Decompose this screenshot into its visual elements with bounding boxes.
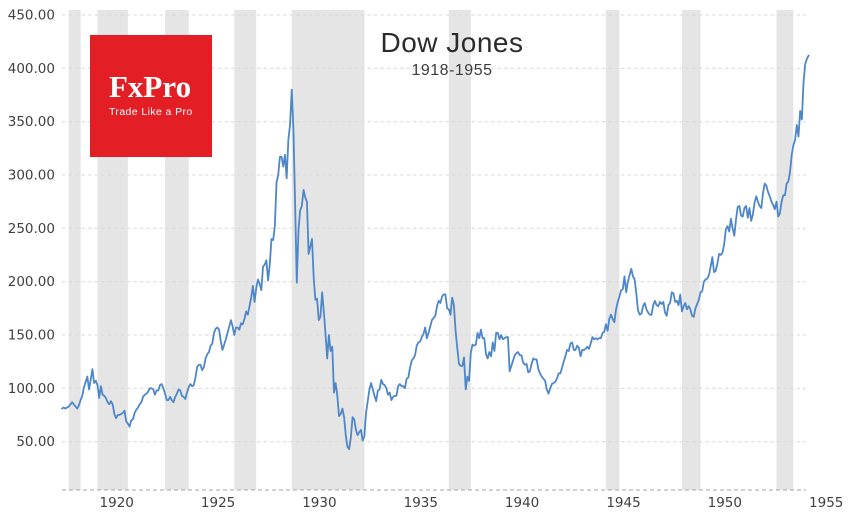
x-axis-labels: 1920 1925 1930 1935 1940 1945 1950 1955 <box>100 495 844 511</box>
fxpro-logo-wordmark: FxPro <box>109 69 192 104</box>
y-tick-label: 350.00 <box>8 114 55 130</box>
y-axis-labels: 450.00 400.00 350.00 300.00 250.00 200.00 150.… <box>8 8 55 451</box>
recession-band <box>234 10 257 490</box>
y-tick-label: 450.00 <box>8 8 55 24</box>
x-tick-label: 1930 <box>302 495 336 511</box>
recession-band <box>605 10 620 490</box>
recession-band <box>291 10 365 490</box>
recession-band <box>68 10 81 490</box>
recession-band <box>776 10 794 490</box>
y-tick-label: 150.00 <box>8 328 55 344</box>
recession-band <box>448 10 471 490</box>
chart-title: Dow Jones <box>380 27 524 58</box>
y-tick-label: 250.00 <box>8 221 55 237</box>
x-tick-label: 1925 <box>201 495 235 511</box>
price-line-group <box>61 54 810 451</box>
y-tick-label: 400.00 <box>8 61 55 77</box>
fxpro-logo: FxPro Trade Like a Pro <box>90 35 212 157</box>
gridlines <box>62 14 806 491</box>
y-tick-label: 100.00 <box>8 381 55 397</box>
chart-subtitle: 1918-1955 <box>411 62 493 79</box>
y-tick-label: 300.00 <box>8 168 55 184</box>
y-tick-label: 50.00 <box>16 434 55 450</box>
price-line <box>61 54 810 451</box>
y-tick-label: 200.00 <box>8 274 55 290</box>
x-tick-label: 1955 <box>809 495 843 511</box>
x-tick-label: 1935 <box>404 495 438 511</box>
x-tick-label: 1920 <box>100 495 134 511</box>
recession-band <box>681 10 701 490</box>
x-tick-label: 1950 <box>708 495 742 511</box>
x-tick-label: 1945 <box>606 495 640 511</box>
x-tick-label: 1940 <box>505 495 539 511</box>
fxpro-logo-tagline: Trade Like a Pro <box>109 106 193 118</box>
